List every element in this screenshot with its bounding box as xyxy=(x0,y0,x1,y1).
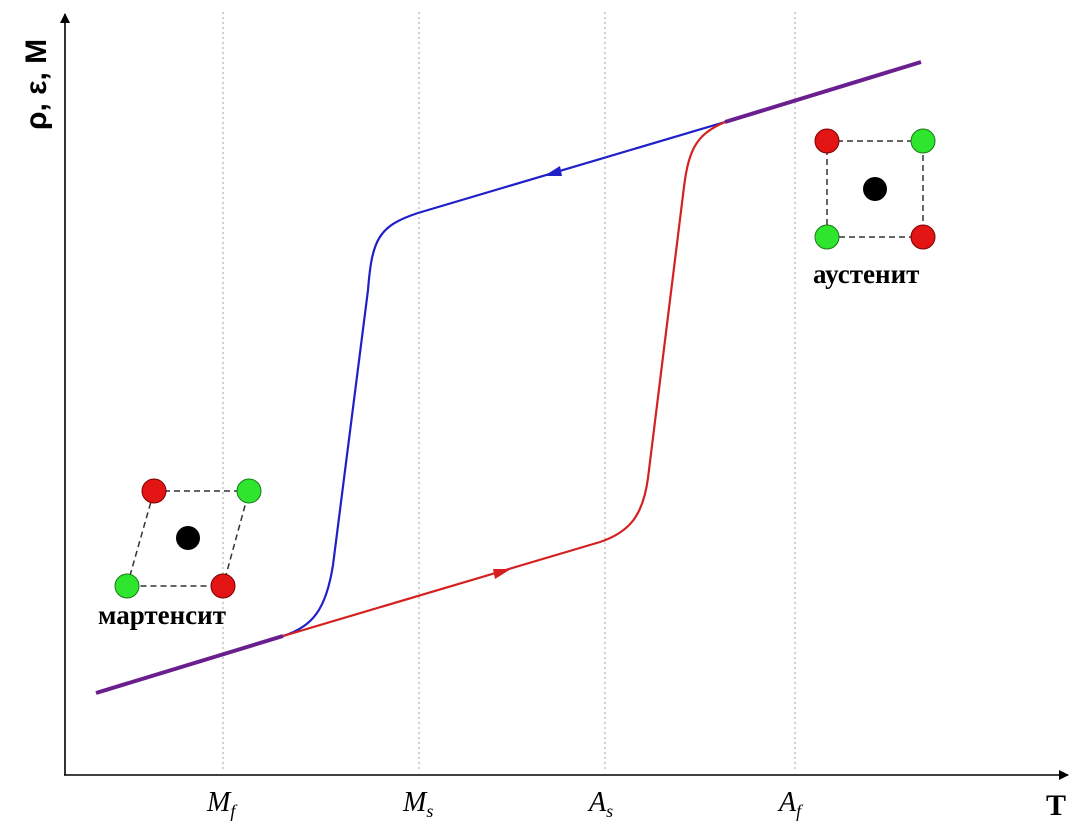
austenite-atom-red-top xyxy=(814,128,840,154)
tick-label-as: As xyxy=(587,787,613,821)
austenite-atom-green-bottom xyxy=(814,224,840,250)
tick-ms-symbol: M xyxy=(402,787,428,818)
heating-curve xyxy=(282,120,726,638)
common-curve-high xyxy=(724,60,922,124)
tick-ms-sub: s xyxy=(426,801,433,821)
austenite-cell-outline xyxy=(826,140,924,238)
austenite-atom-green-top xyxy=(910,128,936,154)
martensite-label: мартенсит xyxy=(98,600,226,630)
tick-as-sub: s xyxy=(606,801,613,821)
tick-mf-sub: f xyxy=(230,801,238,821)
common-curve-low xyxy=(95,634,284,695)
cooling-direction-arrow xyxy=(544,166,562,176)
austenite-cell xyxy=(814,128,936,250)
martensite-atom-green-bottom xyxy=(114,573,140,599)
austenite-atom-red-bottom xyxy=(910,224,936,250)
martensite-atom-red-bottom xyxy=(210,573,236,599)
tick-af-sub: f xyxy=(796,801,804,821)
austenite-label: аустенит xyxy=(813,259,919,289)
tick-mf-symbol: M xyxy=(206,787,232,818)
x-axis-label: T xyxy=(1046,789,1066,822)
cooling-curve xyxy=(282,120,726,638)
martensite-cell xyxy=(114,478,262,599)
temperature-guides xyxy=(222,12,796,772)
y-axis-label: ρ, ε, M xyxy=(20,39,53,130)
tick-label-ms: Ms xyxy=(402,787,433,821)
martensite-atom-red-top xyxy=(141,478,167,504)
tick-label-mf: Mf xyxy=(206,787,238,821)
martensite-atom-center xyxy=(176,526,200,550)
tick-af-symbol: A xyxy=(777,787,797,818)
austenite-atom-center xyxy=(863,177,887,201)
heating-direction-arrow xyxy=(493,569,511,579)
tick-as-symbol: A xyxy=(587,787,607,818)
tick-label-af: Af xyxy=(777,787,804,821)
martensite-atom-green-top xyxy=(236,478,262,504)
